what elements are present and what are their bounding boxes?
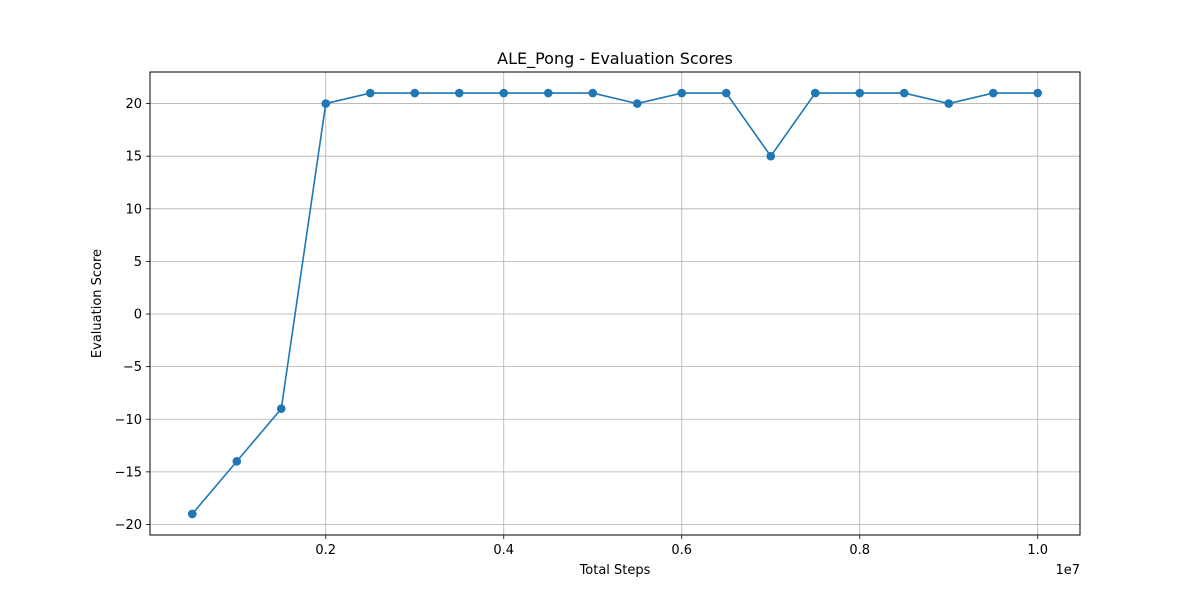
x-tick-label: 0.8 bbox=[849, 543, 870, 558]
data-point bbox=[276, 404, 286, 414]
data-point bbox=[677, 88, 687, 98]
x-tick-label: 1.0 bbox=[1027, 543, 1048, 558]
x-tick-label: 0.4 bbox=[493, 543, 514, 558]
y-axis-label: Evaluation Score bbox=[90, 249, 105, 358]
y-tick-label: 10 bbox=[125, 202, 142, 217]
x-axis-label: Total Steps bbox=[579, 563, 651, 578]
data-point bbox=[810, 88, 820, 98]
y-tick-label: 20 bbox=[125, 97, 142, 112]
y-tick-label: −15 bbox=[115, 465, 142, 480]
y-tick-label: −20 bbox=[115, 518, 142, 533]
data-point bbox=[855, 88, 865, 98]
data-point bbox=[410, 88, 420, 98]
grid bbox=[150, 72, 1080, 535]
y-tick-label: 0 bbox=[134, 308, 142, 323]
chart-title: ALE_Pong - Evaluation Scores bbox=[497, 49, 733, 69]
y-tick-label: −10 bbox=[115, 413, 142, 428]
axis-ticks: 0.2 0.4 0.6 0.8 1.0 −20 −15 −10 −5 0 5 10 15 20 bbox=[115, 97, 1049, 558]
data-point bbox=[988, 88, 998, 98]
data-point bbox=[499, 88, 509, 98]
data-point bbox=[543, 88, 553, 98]
data-point bbox=[899, 88, 909, 98]
data-point bbox=[766, 151, 776, 161]
data-series bbox=[187, 88, 1043, 519]
data-point bbox=[454, 88, 464, 98]
data-point bbox=[632, 99, 642, 108]
data-point bbox=[321, 99, 331, 108]
data-point bbox=[232, 457, 242, 466]
data-point bbox=[1033, 88, 1043, 98]
series-line bbox=[191, 92, 1038, 515]
x-tick-label: 0.2 bbox=[315, 543, 336, 558]
y-tick-label: 15 bbox=[125, 150, 142, 165]
plot-area-frame bbox=[149, 71, 1081, 536]
data-point bbox=[588, 88, 598, 98]
x-axis-offset-label: 1e7 bbox=[1055, 563, 1080, 578]
y-tick-label: −5 bbox=[123, 360, 142, 375]
y-tick-label: 5 bbox=[134, 255, 142, 270]
data-point bbox=[944, 99, 954, 108]
data-point bbox=[187, 509, 197, 519]
x-tick-label: 0.6 bbox=[671, 543, 692, 558]
data-point bbox=[365, 88, 375, 98]
data-point bbox=[721, 88, 731, 98]
